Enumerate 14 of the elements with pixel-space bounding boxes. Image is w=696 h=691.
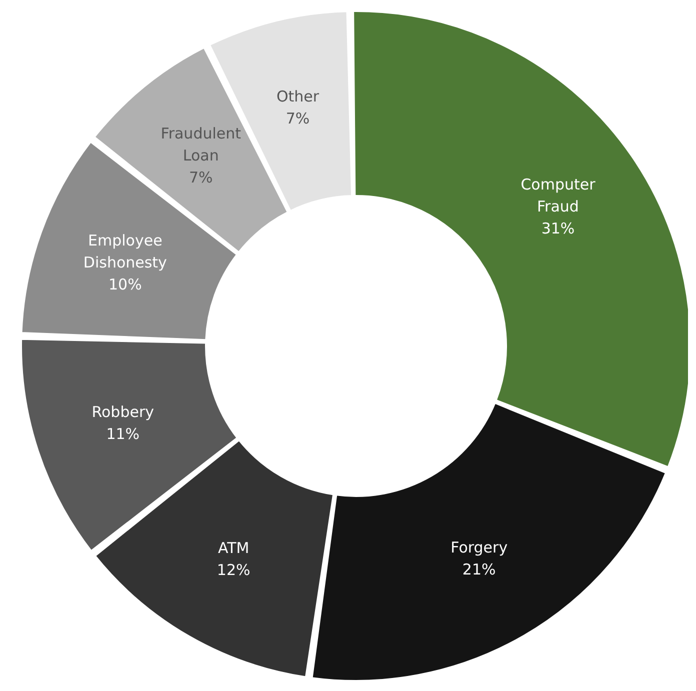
data-label: 7% <box>286 110 310 128</box>
slice-label: ATM <box>218 538 250 557</box>
data-label: 10% <box>108 275 142 294</box>
slice-label: Fraudulent Loan <box>160 124 242 165</box>
slice-label: Computer Fraud <box>520 175 596 216</box>
data-label: 31% <box>541 219 575 238</box>
slice-label: Forgery <box>450 538 508 556</box>
slice-label: Robbery <box>92 402 154 421</box>
data-label: 12% <box>216 560 250 579</box>
data-label: 21% <box>462 560 496 578</box>
data-label: 7% <box>189 168 213 187</box>
data-label: 11% <box>106 424 140 443</box>
slice-label: Other <box>276 88 320 106</box>
slice-label: Employee Dishonesty <box>83 231 168 272</box>
